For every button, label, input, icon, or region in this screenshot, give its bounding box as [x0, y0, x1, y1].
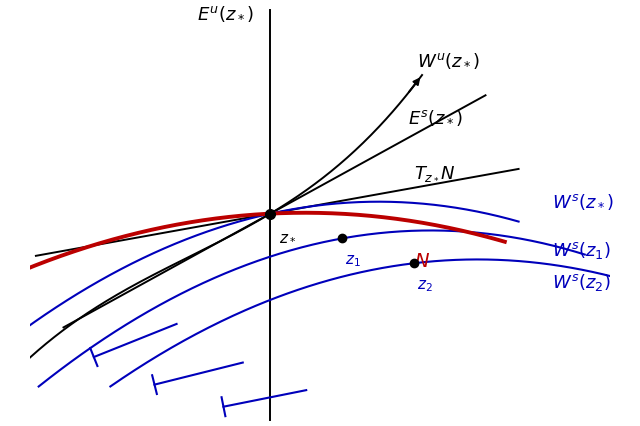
Text: $T_{z_*}N$: $T_{z_*}N$ — [414, 164, 455, 182]
Text: $z_2$: $z_2$ — [417, 279, 432, 294]
Text: $W^s(z_*)$: $W^s(z_*)$ — [552, 192, 613, 211]
Text: $W^s(z_2)$: $W^s(z_2)$ — [552, 272, 610, 293]
Text: $E^u(z_*)$: $E^u(z_*)$ — [197, 4, 254, 23]
Text: $z_*$: $z_*$ — [278, 230, 296, 244]
Text: $W^u(z_*)$: $W^u(z_*)$ — [417, 51, 480, 69]
Text: $E^s(z_*)$: $E^s(z_*)$ — [408, 108, 463, 127]
Text: $W^s(z_1)$: $W^s(z_1)$ — [552, 239, 610, 261]
Text: $z_1$: $z_1$ — [345, 253, 360, 269]
Text: $N$: $N$ — [414, 253, 430, 271]
